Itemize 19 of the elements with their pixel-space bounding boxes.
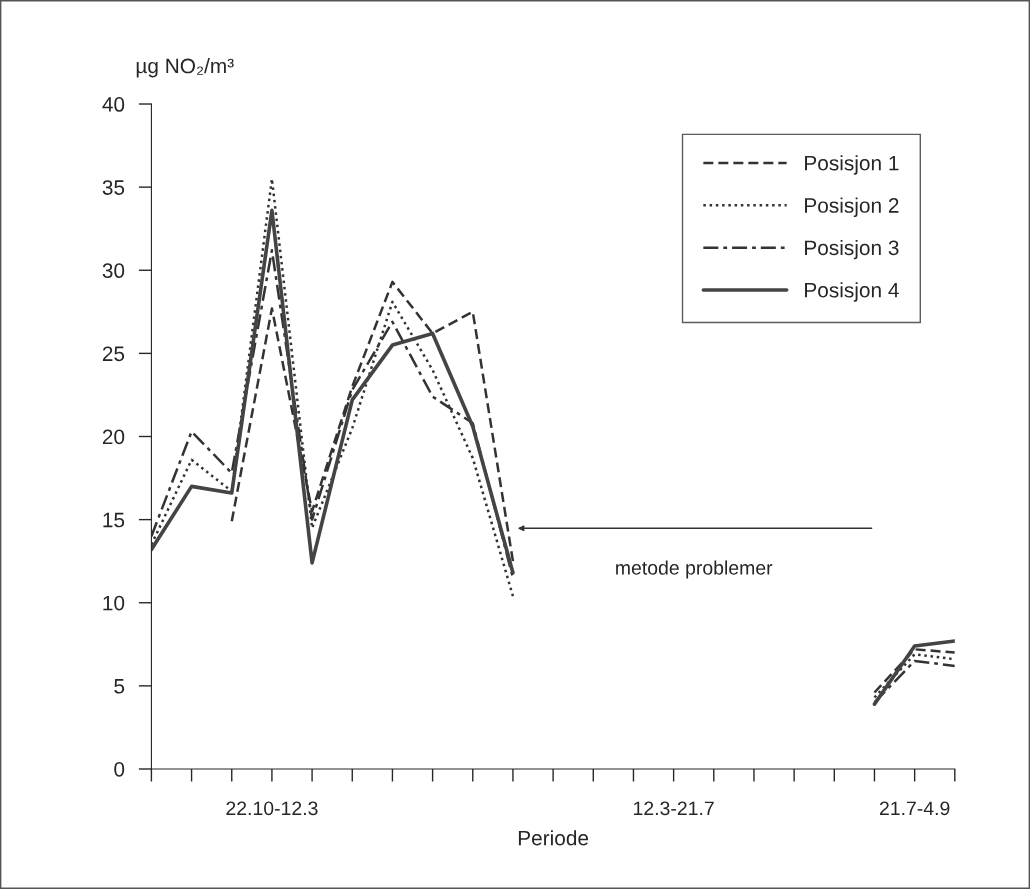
y-tick-label: 15	[103, 512, 125, 528]
x-axis-title: Periode	[518, 830, 589, 846]
x-tick-label: 22.10-12.3	[226, 801, 318, 816]
y-axis-title: µg NO₂/m³	[136, 57, 234, 78]
y-tick-label: 10	[103, 595, 125, 611]
y-tick-label: 40	[102, 97, 125, 112]
y-tick-label: 5	[114, 679, 125, 694]
y-tick-label: 25	[102, 346, 125, 362]
legend-label: Posisjon 2	[805, 197, 899, 217]
y-tick-label: 0	[114, 761, 125, 777]
legend-label: Posisjon 1	[805, 155, 899, 175]
y-tick-label: 35	[102, 180, 125, 195]
y-tick-label: 20	[102, 429, 125, 445]
y-tick-label: 30	[102, 263, 125, 279]
annotation: metode problemer	[616, 560, 773, 579]
legend-label: Posisjon 3	[805, 239, 899, 260]
x-tick-label: 21.7-4.9	[879, 801, 950, 816]
x-tick-label: 12.3-21.7	[634, 801, 714, 816]
legend-label: Posisjon 4	[805, 282, 899, 302]
